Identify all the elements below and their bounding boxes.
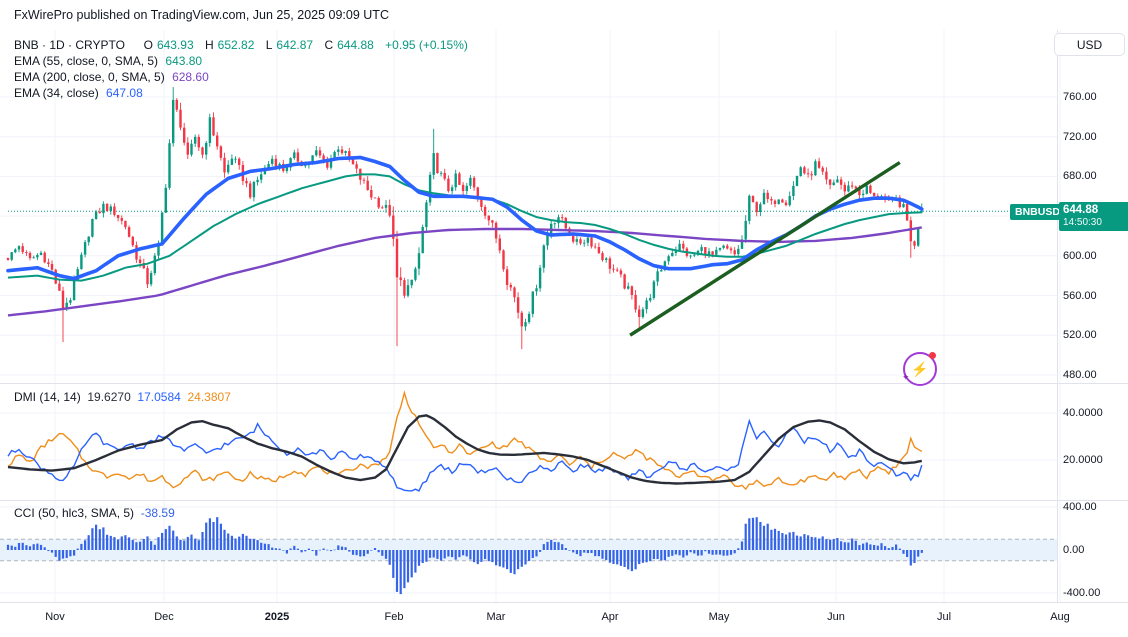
price-tick-label: 760.00 bbox=[1063, 91, 1097, 103]
publication-title: FxWirePro published on TradingView.com, … bbox=[14, 8, 389, 22]
notification-dot bbox=[929, 352, 936, 359]
time-axis-label: Apr bbox=[601, 611, 619, 623]
lightning-icon: ⚡ bbox=[911, 360, 929, 377]
time-axis-label: Jul bbox=[936, 611, 952, 623]
indicator-row-ema34[interactable]: EMA (34, close) 647.08 bbox=[14, 85, 472, 101]
symbol-name[interactable]: BNB · 1D · CRYPTO bbox=[14, 38, 125, 52]
time-axis-label: Mar bbox=[486, 611, 506, 623]
cci-tick-label: -400.00 bbox=[1063, 587, 1101, 599]
bar-countdown: 14:50:30 bbox=[1063, 217, 1102, 228]
price-tick-label: 560.00 bbox=[1063, 290, 1097, 302]
dmi-minus-di-value: 24.3807 bbox=[187, 390, 231, 404]
ohlc-low: L 642.87 bbox=[265, 38, 314, 52]
last-price-axis-label: 644.88 14:50:30 bbox=[1059, 202, 1128, 231]
time-axis-label: 2025 bbox=[264, 611, 290, 623]
ohlc-open: O 643.93 bbox=[143, 38, 194, 52]
indicator-value: 643.80 bbox=[165, 54, 203, 68]
chart-legend: BNB · 1D · CRYPTO O 643.93 H 652.82 L 642.8… bbox=[14, 37, 472, 101]
indicator-label: EMA (34, close) bbox=[14, 86, 99, 100]
symbol-price-tag: BNBUSD bbox=[1010, 204, 1065, 220]
cci-tick-label: 400.00 bbox=[1063, 501, 1097, 513]
legend-symbol-row[interactable]: BNB · 1D · CRYPTO O 643.93 H 652.82 L 642.8… bbox=[14, 37, 472, 53]
time-axis-label: Jun bbox=[827, 611, 845, 623]
dmi-adx-value: 19.6270 bbox=[87, 390, 131, 404]
price-tick-label: 680.00 bbox=[1063, 170, 1097, 182]
time-axis-label: Dec bbox=[154, 611, 174, 623]
publication-header: FxWirePro published on TradingView.com, … bbox=[14, 8, 389, 22]
dmi-label: DMI (14, 14) bbox=[14, 390, 81, 404]
indicator-label: EMA (200, close, 0, SMA, 5) bbox=[14, 70, 165, 84]
price-change: +0.95 (+0.15%) bbox=[385, 38, 468, 52]
currency-label: USD bbox=[1076, 37, 1103, 52]
price-tick-label: 520.00 bbox=[1063, 329, 1097, 341]
time-axis-label: Aug bbox=[1050, 611, 1070, 623]
indicator-value: 647.08 bbox=[106, 86, 143, 100]
dmi-tick-label: 40.0000 bbox=[1063, 407, 1103, 419]
time-axis-label: Feb bbox=[384, 611, 404, 623]
last-price-value: 644.88 bbox=[1063, 204, 1099, 216]
quick-trade-button[interactable]: ⚡ ✦ bbox=[902, 352, 937, 386]
ohlc-high: H 652.82 bbox=[205, 38, 255, 52]
sparkle-icon: ✦ bbox=[902, 372, 910, 382]
indicator-row-ema200[interactable]: EMA (200, close, 0, SMA, 5) 628.60 bbox=[14, 69, 472, 85]
indicator-label: EMA (55, close, 0, SMA, 5) bbox=[14, 54, 159, 68]
time-axis-label: Nov bbox=[45, 611, 65, 623]
price-tick-label: 480.00 bbox=[1063, 369, 1097, 381]
cci-value: -38.59 bbox=[140, 506, 175, 520]
indicator-row-dmi[interactable]: DMI (14, 14) 19.6270 17.0584 24.3807 bbox=[14, 390, 231, 404]
dmi-plus-di-value: 17.0584 bbox=[137, 390, 181, 404]
ohlc-close: C 644.88 bbox=[324, 38, 374, 52]
cci-tick-label: 0.00 bbox=[1063, 544, 1085, 556]
cci-label: CCI (50, hlc3, SMA, 5) bbox=[14, 506, 135, 520]
price-tick-label: 720.00 bbox=[1063, 131, 1097, 143]
dmi-tick-label: 20.0000 bbox=[1063, 454, 1103, 466]
indicator-value: 628.60 bbox=[172, 70, 209, 84]
indicator-row-cci[interactable]: CCI (50, hlc3, SMA, 5) -38.59 bbox=[14, 506, 175, 520]
price-tick-label: 600.00 bbox=[1063, 250, 1097, 262]
indicator-row-ema55[interactable]: EMA (55, close, 0, SMA, 5) 643.80 bbox=[14, 53, 472, 69]
time-axis-label: May bbox=[708, 611, 730, 623]
currency-toggle-button[interactable]: USD bbox=[1054, 33, 1125, 56]
